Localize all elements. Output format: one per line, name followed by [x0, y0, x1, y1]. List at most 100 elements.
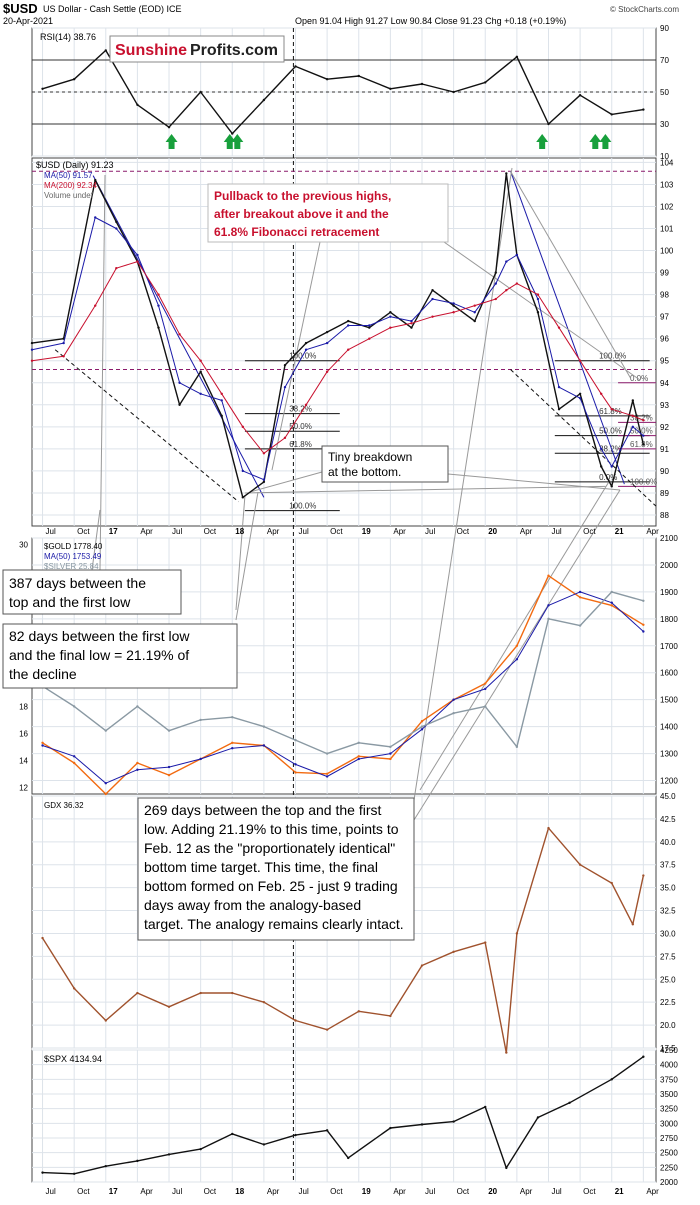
svg-text:Feb. 12 as the "proportionatel: Feb. 12 as the "proportionately identica… — [144, 840, 395, 856]
data-point — [389, 757, 392, 761]
data-point — [199, 90, 202, 94]
gdx-tick-label: 35.0 — [660, 884, 676, 893]
silver-label: $SILVER 25.84 — [44, 562, 99, 571]
data-point — [515, 745, 519, 749]
usd-tick-label: 91 — [660, 445, 669, 454]
data-point — [283, 363, 287, 367]
data-point — [115, 220, 118, 224]
pointer-tiny — [249, 471, 323, 493]
data-point — [167, 1005, 171, 1008]
data-point — [536, 311, 540, 314]
x-tick-label: Oct — [457, 1187, 470, 1196]
pullback-line-3: 61.8% Fibonacci retracement — [214, 225, 379, 239]
series-line--gold--gold — [42, 575, 644, 795]
data-point — [199, 359, 202, 362]
spx-tick-label: 3250 — [660, 1105, 678, 1114]
x-tick-label: 21 — [615, 1187, 624, 1196]
data-point — [452, 304, 455, 307]
data-point — [484, 687, 487, 691]
pointer-tiny-right — [447, 473, 621, 491]
data-point — [642, 443, 645, 446]
fib-label-left: 50.0% — [289, 422, 312, 431]
data-point — [231, 1132, 234, 1136]
svg-text:low. Adding 21.19% to this tim: low. Adding 21.19% to this time, points … — [144, 821, 399, 837]
data-point — [94, 178, 97, 182]
data-point — [283, 436, 287, 440]
svg-text:Sunshine: Sunshine — [115, 42, 187, 59]
data-point — [557, 326, 561, 329]
data-point — [325, 78, 329, 81]
data-point — [599, 392, 603, 395]
x-tick-label: 18 — [235, 1187, 244, 1196]
data-point — [473, 311, 476, 314]
x-tick-label: Jul — [551, 527, 561, 536]
data-point — [484, 1105, 487, 1109]
pointer-82 — [235, 494, 246, 611]
green-up-arrow-icon — [589, 134, 602, 149]
gold-tick-label: 1500 — [660, 696, 678, 705]
data-point — [62, 355, 65, 358]
data-point — [262, 744, 266, 747]
data-point — [642, 1055, 645, 1058]
silver-tick-label: 30 — [19, 541, 28, 550]
data-point — [431, 315, 434, 318]
data-point — [304, 348, 308, 351]
data-point — [357, 755, 360, 758]
data-point — [357, 1010, 360, 1013]
data-point — [94, 304, 97, 307]
series-line-rsi-14--rsi-14- — [42, 49, 644, 135]
data-point — [41, 741, 44, 744]
data-point — [104, 1164, 107, 1168]
data-point — [610, 601, 613, 604]
rsi-tick-label: 10 — [660, 152, 669, 161]
gdx-tick-label: 30.0 — [660, 929, 676, 938]
data-point — [389, 311, 392, 314]
data-point — [136, 1159, 139, 1163]
data-point — [515, 932, 519, 935]
x-tick-label: Oct — [330, 1187, 343, 1196]
pointer-269b — [413, 489, 621, 821]
data-point — [325, 775, 329, 778]
data-point — [104, 1019, 107, 1022]
gold-tick-label: 1900 — [660, 588, 678, 597]
x-tick-label: 19 — [362, 1187, 371, 1196]
x-tick-label: Apr — [140, 527, 153, 536]
data-point — [241, 496, 245, 499]
green-up-arrow-icon — [231, 134, 244, 149]
data-point — [325, 1028, 329, 1031]
spx-tick-label: 3750 — [660, 1075, 678, 1084]
x-tick-label: Jul — [46, 1187, 56, 1196]
data-point — [136, 260, 139, 263]
data-point — [241, 469, 245, 473]
data-point — [262, 1000, 266, 1004]
x-tick-label: Oct — [77, 527, 90, 536]
x-tick-label: 20 — [488, 1187, 497, 1196]
series-layer — [30, 49, 645, 1175]
data-point — [262, 725, 266, 728]
data-point — [136, 991, 139, 995]
data-point — [578, 590, 582, 594]
fib-label-left: 100.0% — [289, 502, 316, 511]
ohlc-readout: Open 91.04 High 91.27 Low 90.84 Close 91… — [295, 16, 566, 26]
svg-text:the decline: the decline — [9, 666, 77, 682]
data-point — [484, 941, 487, 944]
spx-tick-label: 3000 — [660, 1119, 678, 1128]
data-point — [231, 716, 234, 719]
gdx-tick-label: 45.0 — [660, 792, 676, 801]
data-point — [199, 991, 202, 995]
data-point — [578, 392, 582, 395]
usd-tick-label: 92 — [660, 423, 669, 432]
x-tick-label: Apr — [393, 1187, 406, 1196]
data-point — [262, 478, 266, 481]
data-point — [294, 771, 297, 774]
data-point — [220, 399, 223, 402]
green-up-arrow-icon — [599, 134, 612, 149]
data-point — [578, 596, 582, 599]
data-point — [631, 414, 635, 418]
data-point — [599, 465, 603, 468]
data-point — [515, 644, 519, 647]
data-point — [62, 341, 65, 345]
data-point — [610, 485, 613, 488]
usd-tick-label: 93 — [660, 401, 669, 410]
x-tick-label: Jul — [299, 527, 309, 536]
